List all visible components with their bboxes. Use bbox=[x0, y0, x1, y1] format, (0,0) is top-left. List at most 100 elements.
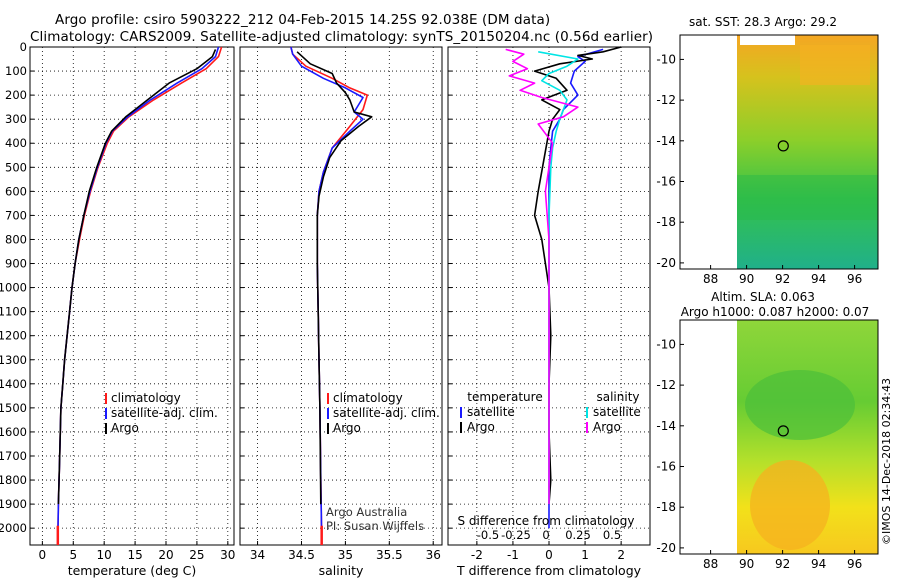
difference-panel: -2 -1 0 1 2T difference from climatology temp… bbox=[447, 46, 651, 578]
top-tick-label: -0.25 bbox=[501, 528, 531, 542]
x-tick-label: 88 bbox=[703, 557, 718, 571]
y-tick-label: 1300 bbox=[0, 353, 27, 367]
legend-label: Argo bbox=[333, 421, 361, 435]
top-tick-label: -0.5 bbox=[477, 528, 499, 542]
x-axis-label: salinity bbox=[319, 563, 364, 578]
title-line-1: Argo profile: csiro 5903222_212 04-Feb-2… bbox=[55, 12, 551, 28]
y-tick-label: -20 bbox=[656, 541, 676, 555]
series-line-temperature-argo bbox=[533, 46, 622, 505]
series-line-argo bbox=[296, 51, 373, 505]
x-tick-label: 30 bbox=[220, 548, 235, 562]
plot-frame bbox=[239, 46, 443, 546]
x-axis-label: temperature (deg C) bbox=[68, 563, 197, 578]
y-tick-label: 1500 bbox=[0, 401, 27, 415]
x-tick-label: 35 bbox=[338, 548, 353, 562]
y-tick-label: 1100 bbox=[0, 305, 27, 319]
temperature-panel: 0100200300400500600700800900100011001200… bbox=[0, 40, 235, 578]
x-tick-label: 96 bbox=[847, 272, 862, 286]
x-tick-label: 10 bbox=[97, 548, 112, 562]
y-tick-label: 300 bbox=[5, 112, 27, 126]
x-tick-label: 96 bbox=[847, 557, 862, 571]
plot-frame bbox=[29, 46, 235, 546]
x-axis-label: T difference from climatology bbox=[456, 563, 642, 578]
legend-label: satellite bbox=[467, 405, 515, 419]
y-tick-label: -18 bbox=[656, 215, 676, 229]
y-tick-label: -16 bbox=[656, 175, 676, 189]
top-tick-label: 0.25 bbox=[565, 528, 591, 542]
x-tick-label: 90 bbox=[739, 272, 754, 286]
y-tick-label: 1600 bbox=[0, 425, 27, 439]
y-tick-label: 1900 bbox=[0, 497, 27, 511]
x-tick-label: 94 bbox=[811, 272, 826, 286]
y-tick-label: 1800 bbox=[0, 473, 27, 487]
x-tick-label: 5 bbox=[69, 548, 77, 562]
legend-label: Argo bbox=[111, 421, 139, 435]
x-tick-label: 36 bbox=[426, 548, 441, 562]
x-tick-label: 2 bbox=[617, 548, 625, 562]
x-tick-label: 35.5 bbox=[376, 548, 403, 562]
map-frame bbox=[679, 319, 879, 555]
y-tick-label: 0 bbox=[20, 40, 27, 54]
x-tick-label: 90 bbox=[739, 557, 754, 571]
y-tick-label: -12 bbox=[656, 378, 676, 392]
y-tick-label: 100 bbox=[5, 64, 27, 78]
top-tick-label: 0 bbox=[542, 528, 549, 542]
x-tick-label: 0 bbox=[545, 548, 553, 562]
annotation-line: Argo Australia bbox=[326, 505, 407, 519]
x-tick-label: 34 bbox=[250, 548, 265, 562]
y-tick-label: 800 bbox=[5, 232, 27, 246]
legend-title: salinity bbox=[596, 390, 639, 404]
salinity-panel: 34 34.5 35 35.5 36 salinity climatologysatelli… bbox=[239, 46, 443, 578]
x-tick-label: 1 bbox=[581, 548, 589, 562]
legend-label: satellite-adj. clim. bbox=[111, 406, 218, 420]
sla-orange-blob bbox=[750, 460, 830, 550]
y-tick-label: -14 bbox=[656, 419, 676, 433]
x-tick-label: 88 bbox=[703, 272, 718, 286]
sst-map: 88 90 92 94 96 -10 -12 -14 -16 -18 -20 sat. SST: 2… bbox=[656, 15, 879, 286]
y-tick-label: -14 bbox=[656, 134, 676, 148]
sla-dark-green-blob bbox=[745, 370, 855, 440]
legend-title: temperature bbox=[467, 390, 542, 404]
y-tick-label: -10 bbox=[656, 337, 676, 351]
y-tick-label: 400 bbox=[5, 136, 27, 150]
x-tick-label: 20 bbox=[158, 548, 173, 562]
sst-warm-patch bbox=[800, 45, 870, 85]
top-axis-label: S difference from climatology bbox=[458, 514, 635, 528]
y-tick-label: 500 bbox=[5, 160, 27, 174]
sst-map-title: sat. SST: 28.3 Argo: 29.2 bbox=[689, 15, 837, 29]
x-tick-label: -1 bbox=[507, 548, 519, 562]
sst-green-band bbox=[737, 175, 878, 220]
sla-map: 88 90 92 94 96 -10 -12 -14 -16 -18 -20 Altim. SLA:… bbox=[656, 290, 879, 571]
series-line-argo bbox=[57, 49, 217, 505]
x-tick-label: 94 bbox=[811, 557, 826, 571]
legend-label: Argo bbox=[467, 420, 495, 434]
legend-label: climatology bbox=[111, 391, 181, 405]
legend-label: satellite-adj. clim. bbox=[333, 406, 440, 420]
sla-map-subtitle: Argo h1000: 0.087 h2000: 0.07 bbox=[681, 305, 870, 319]
map-frame bbox=[679, 34, 879, 270]
y-tick-label: 700 bbox=[5, 208, 27, 222]
legend-label: satellite bbox=[593, 405, 641, 419]
sst-no-data-patch bbox=[740, 35, 795, 45]
title-line-2: Climatology: CARS2009. Satellite-adjuste… bbox=[30, 29, 654, 45]
y-tick-label: 600 bbox=[5, 184, 27, 198]
y-tick-label: -10 bbox=[656, 52, 676, 66]
sla-map-title: Altim. SLA: 0.063 bbox=[711, 290, 815, 304]
y-tick-label: 1000 bbox=[0, 281, 27, 295]
y-tick-label: 900 bbox=[5, 257, 27, 271]
argo-location-marker-sst bbox=[777, 140, 789, 152]
x-tick-label: -2 bbox=[471, 548, 483, 562]
x-tick-label: 92 bbox=[775, 272, 790, 286]
argo-location-marker-sla bbox=[777, 425, 789, 437]
x-tick-label: 25 bbox=[189, 548, 204, 562]
x-tick-label: 0 bbox=[39, 548, 47, 562]
y-tick-label: 1400 bbox=[0, 377, 27, 391]
y-tick-label: 1200 bbox=[0, 329, 27, 343]
legend-label: Argo bbox=[593, 420, 621, 434]
y-tick-label: 1700 bbox=[0, 449, 27, 463]
y-tick-label: -18 bbox=[656, 500, 676, 514]
annotation-line: PI: Susan Wijffels bbox=[326, 519, 424, 533]
y-tick-label: -16 bbox=[656, 460, 676, 474]
x-tick-label: 92 bbox=[775, 557, 790, 571]
